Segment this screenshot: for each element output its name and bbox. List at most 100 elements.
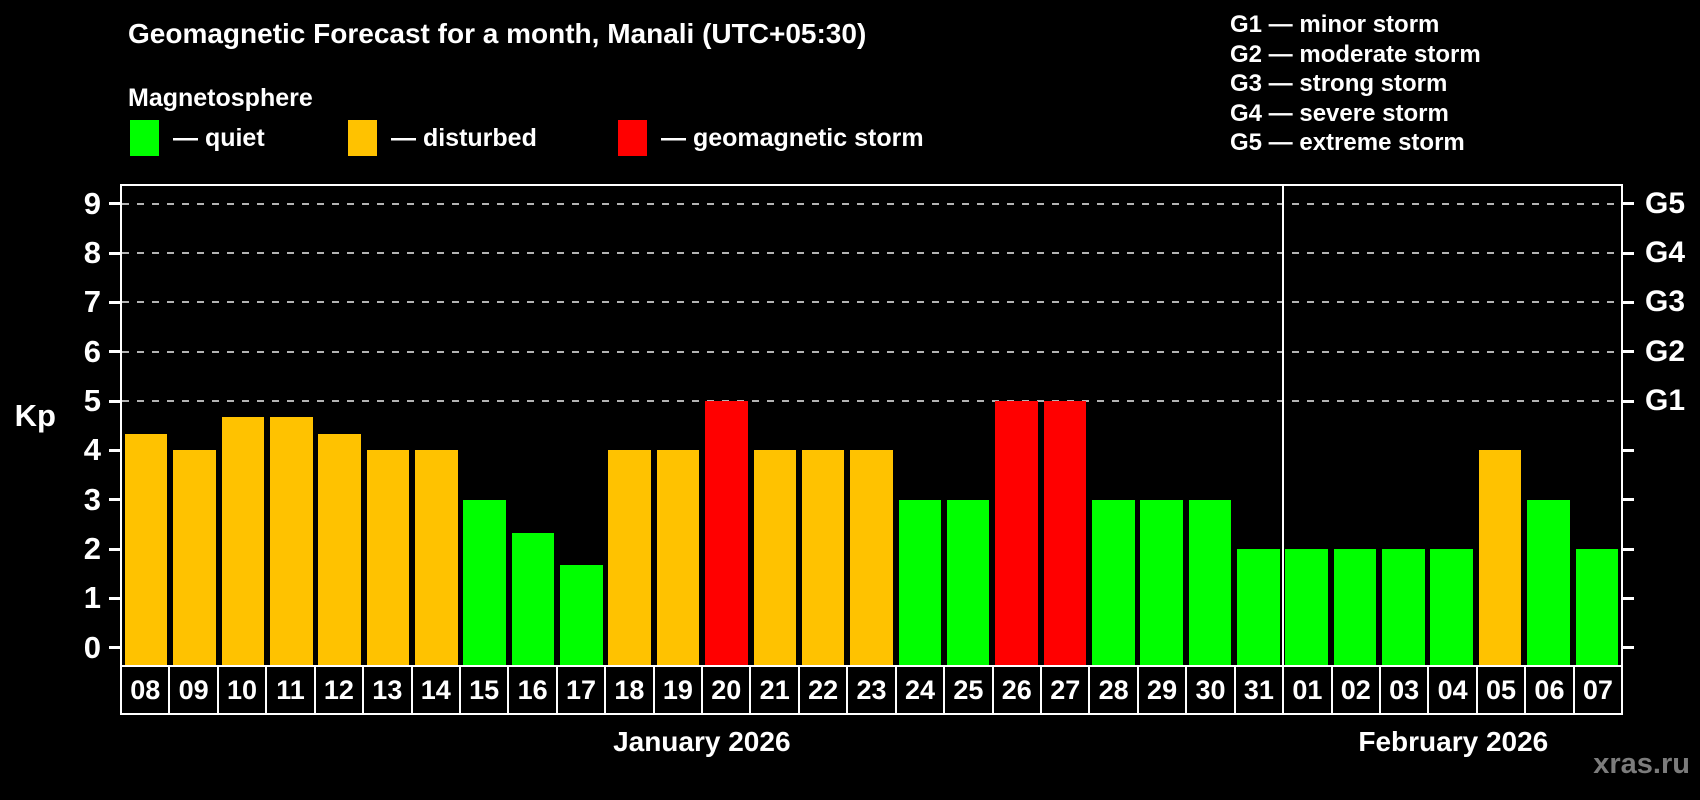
- y-tick-left-9: [109, 202, 122, 206]
- g-scale-item-5: G5 — extreme storm: [1230, 129, 1465, 156]
- bar-day-24: [898, 499, 942, 665]
- y-tick-right-4: [1621, 448, 1634, 452]
- bar-day-01: [1285, 549, 1328, 665]
- g-scale-item-1: G1 — minor storm: [1230, 11, 1440, 38]
- bar-day-22: [801, 450, 845, 665]
- y-tick-left-7: [109, 300, 122, 304]
- gridline-kp-5: [122, 400, 1621, 403]
- y-axis-label-3: 3: [83, 481, 101, 517]
- bar-day-09: [173, 450, 216, 665]
- y-tick-right-9: [1621, 202, 1634, 206]
- y-tick-left-0: [109, 646, 122, 650]
- legend-item-disturbed: — disturbed: [348, 118, 537, 158]
- x-axis-day-20: 20: [703, 665, 752, 715]
- y-axis-label-2: 2: [83, 531, 101, 567]
- y-tick-left-2: [109, 547, 122, 551]
- y-tick-left-6: [109, 350, 122, 354]
- y-axis-label-1: 1: [83, 580, 101, 616]
- x-axis-day-02: 02: [1332, 665, 1381, 715]
- y-tick-right-5: [1621, 399, 1634, 403]
- bar-day-12: [318, 434, 361, 665]
- x-axis-day-25: 25: [945, 665, 994, 715]
- bar-day-11: [269, 417, 313, 665]
- bar-day-23: [850, 450, 893, 665]
- gridline-kp-8: [122, 252, 1621, 255]
- x-axis-day-12: 12: [315, 665, 365, 715]
- x-axis-day-10: 10: [218, 665, 268, 715]
- y-tick-right-2: [1621, 547, 1634, 551]
- x-axis-day-18: 18: [606, 665, 655, 715]
- y-tick-right-7: [1621, 300, 1634, 304]
- bar-day-25: [946, 499, 990, 665]
- x-axis-day-13: 13: [364, 665, 413, 715]
- g-axis-label-g4: G4: [1645, 236, 1686, 270]
- page-title: Geomagnetic Forecast for a month, Manali…: [128, 18, 867, 49]
- bar-day-05: [1478, 450, 1522, 665]
- y-tick-left-8: [109, 251, 122, 255]
- gridline-kp-9: [122, 202, 1621, 205]
- x-axis-day-14: 14: [412, 665, 461, 715]
- y-tick-left-4: [109, 448, 122, 452]
- g-axis-label-g5: G5: [1645, 186, 1686, 220]
- x-axis-day-24: 24: [896, 665, 946, 715]
- x-axis-day-07: 07: [1574, 665, 1624, 715]
- y-tick-left-3: [109, 498, 122, 502]
- y-tick-left-5: [109, 399, 122, 403]
- legend-title: Magnetosphere: [128, 84, 313, 112]
- bar-day-15: [463, 499, 506, 665]
- legend-label-storm: — geomagnetic storm: [661, 123, 924, 152]
- gridline-kp-7: [122, 301, 1621, 304]
- g-scale-legend: G1 — minor storm G2 — moderate storm G3 — …: [1230, 10, 1481, 158]
- x-axis-day-06: 06: [1526, 665, 1575, 715]
- y-axis-label-5: 5: [83, 383, 101, 419]
- g-scale-item-2: G2 — moderate storm: [1230, 40, 1481, 68]
- x-axis-day-01: 01: [1284, 665, 1333, 715]
- legend-swatch-disturbed: [348, 120, 377, 156]
- x-axis-day-23: 23: [848, 665, 897, 715]
- y-axis-label-7: 7: [83, 284, 101, 320]
- legend-label-disturbed: — disturbed: [391, 123, 537, 152]
- bar-day-17: [560, 565, 603, 665]
- y-tick-right-0: [1621, 646, 1634, 650]
- g-axis-label-g2: G2: [1645, 334, 1686, 368]
- legend-item-storm: — geomagnetic storm: [618, 118, 924, 158]
- month-separator-line: [1281, 186, 1284, 665]
- x-axis-day-05: 05: [1477, 665, 1527, 715]
- g-axis-label-g1: G1: [1645, 384, 1686, 418]
- x-axis-day-17: 17: [557, 665, 607, 715]
- bar-day-16: [511, 532, 555, 665]
- bar-day-19: [656, 450, 700, 665]
- y-tick-right-6: [1621, 350, 1634, 354]
- bar-day-04: [1430, 549, 1474, 665]
- bar-day-21: [753, 450, 797, 665]
- x-axis-day-29: 29: [1138, 665, 1188, 715]
- x-axis-day-15: 15: [460, 665, 510, 715]
- y-axis-title: Kp: [14, 397, 56, 433]
- status-legend: — quiet — disturbed — geomagnetic storm: [0, 118, 1120, 160]
- x-axis-day-26: 26: [993, 665, 1043, 715]
- y-tick-left-1: [109, 596, 122, 600]
- month-label: January 2026: [613, 726, 791, 757]
- bar-day-08: [124, 434, 168, 665]
- month-labels-row: January 2026 February 2026: [120, 726, 1623, 768]
- gridline-kp-6: [122, 350, 1621, 353]
- bar-day-07: [1575, 549, 1619, 665]
- x-axis-day-22: 22: [799, 665, 849, 715]
- y-tick-right-1: [1621, 596, 1634, 600]
- y-axis-label-6: 6: [83, 333, 101, 369]
- x-axis-day-16: 16: [509, 665, 558, 715]
- x-axis-day-09: 09: [170, 665, 219, 715]
- bar-day-29: [1140, 499, 1183, 665]
- x-axis-day-11: 11: [267, 665, 316, 715]
- month-label: February 2026: [1358, 726, 1549, 757]
- x-axis-day-03: 03: [1380, 665, 1430, 715]
- x-axis-day-21: 21: [751, 665, 800, 715]
- legend-label-quiet: — quiet: [173, 123, 265, 152]
- bar-day-06: [1527, 499, 1570, 665]
- bar-day-03: [1382, 549, 1425, 665]
- bar-day-20: [705, 401, 748, 665]
- bar-day-02: [1333, 549, 1377, 665]
- x-axis-day-30: 30: [1187, 665, 1236, 715]
- g-scale-item-3: G3 — strong storm: [1230, 70, 1448, 97]
